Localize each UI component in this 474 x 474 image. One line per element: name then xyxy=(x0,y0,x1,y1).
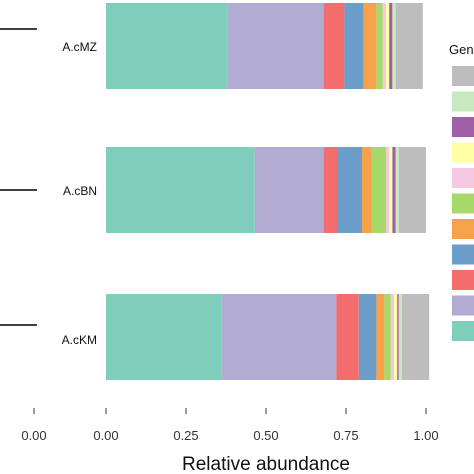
bar-segment-a-cbn-7 xyxy=(386,147,390,233)
legend-swatch-11 xyxy=(452,321,474,341)
bar-segments xyxy=(106,3,430,380)
bar-segment-a-ckm-11 xyxy=(402,294,430,380)
bar-segment-a-ckm-3 xyxy=(336,294,359,380)
dendrogram-axis-tick-label: 0.00 xyxy=(21,428,46,443)
x-axis: 0.00 0.25 0.50 0.75 1.00 xyxy=(93,408,439,443)
bar-segment-a-cbn-8 xyxy=(389,147,393,233)
legend: Gen xyxy=(449,42,474,341)
legend-swatch-5 xyxy=(452,168,474,188)
legend-swatch-7 xyxy=(452,219,474,239)
bar-segment-a-cmz-10 xyxy=(392,3,396,89)
legend-title: Gen xyxy=(449,42,474,57)
category-label-a-cmz: A.cMZ xyxy=(62,40,97,54)
legend-swatch-1 xyxy=(452,66,474,86)
bar-segment-a-ckm-7 xyxy=(390,294,394,380)
category-label-a-cbn: A.cBN xyxy=(63,184,97,198)
bar-segment-a-ckm-8 xyxy=(394,294,398,380)
legend-swatch-4 xyxy=(452,142,474,163)
bar-segment-a-cbn-6 xyxy=(371,147,386,233)
bar-segment-a-cmz-7 xyxy=(382,3,386,89)
bar-segment-a-cbn-10 xyxy=(395,147,399,233)
bar-segment-a-cmz-9 xyxy=(389,3,393,89)
bar-segment-a-ckm-9 xyxy=(397,294,399,380)
x-tick-label-0: 0.00 xyxy=(93,428,118,443)
category-labels: A.cMZ A.cBN A.cKM xyxy=(62,40,97,347)
bar-segment-a-cbn-2 xyxy=(254,147,324,233)
bar-segment-a-ckm-1 xyxy=(106,294,222,380)
legend-swatch-2 xyxy=(452,91,474,112)
bar-segment-a-cmz-11 xyxy=(395,3,423,89)
legend-swatch-8 xyxy=(452,244,474,265)
bar-segment-a-cbn-5 xyxy=(362,147,372,233)
dendrogram-panel: 0.00 xyxy=(0,28,47,443)
bar-segment-a-cbn-1 xyxy=(106,147,255,233)
legend-swatch-9 xyxy=(452,270,474,290)
bar-segment-a-ckm-6 xyxy=(384,294,391,380)
bar-segment-a-cbn-11 xyxy=(398,147,426,233)
bar-segment-a-cmz-2 xyxy=(227,3,324,89)
bar-segment-a-ckm-4 xyxy=(358,294,377,380)
bar-segment-a-cbn-3 xyxy=(323,147,338,233)
bar-segment-a-cbn-9 xyxy=(392,147,396,233)
bar-segment-a-cbn-4 xyxy=(338,147,362,233)
bar-segment-a-cmz-5 xyxy=(363,3,377,89)
bar-segment-a-ckm-5 xyxy=(376,294,385,380)
x-tick-label-2: 0.50 xyxy=(253,428,278,443)
x-tick-label-1: 0.25 xyxy=(173,428,198,443)
legend-swatch-6 xyxy=(452,193,474,214)
bar-segment-a-cmz-8 xyxy=(386,3,390,89)
bar-segment-a-ckm-2 xyxy=(221,294,337,380)
bar-segment-a-ckm-10 xyxy=(398,294,402,380)
legend-swatch-10 xyxy=(452,295,474,316)
bar-segment-a-cmz-4 xyxy=(344,3,364,89)
x-tick-label-4: 1.00 xyxy=(413,428,438,443)
bar-segment-a-cmz-6 xyxy=(376,3,383,89)
x-tick-label-3: 0.75 xyxy=(333,428,358,443)
bar-segment-a-cmz-3 xyxy=(323,3,345,89)
bar-segment-a-cmz-1 xyxy=(106,3,228,89)
x-axis-title: Relative abundance xyxy=(182,454,350,474)
category-label-a-ckm: A.cKM xyxy=(62,333,97,347)
legend-swatch-3 xyxy=(452,117,474,137)
